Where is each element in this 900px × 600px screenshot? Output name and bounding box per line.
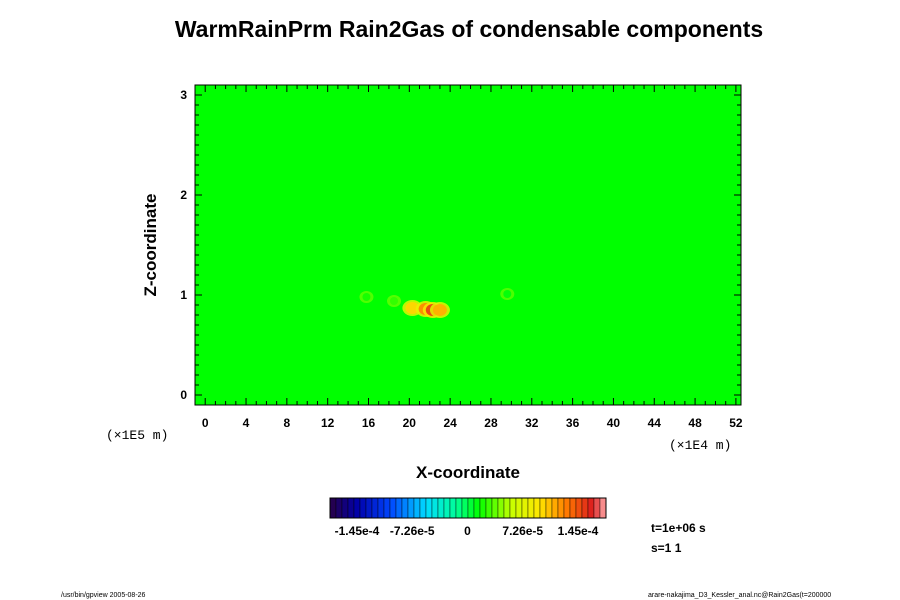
colorbar-cell: [563, 497, 571, 519]
colorbar-label: 0: [464, 524, 471, 538]
colorbar-cell: [329, 497, 337, 519]
colorbar-cell: [479, 497, 487, 519]
time-label: t=1e+06 s: [651, 521, 706, 535]
chart-title: WarmRainPrm Rain2Gas of condensable comp…: [175, 16, 763, 42]
x-axis-tick-labels: 0 4 8 12 16 20 24 28 32 36 40 44 48 52: [202, 416, 743, 430]
colorbar-cell: [443, 497, 451, 519]
colorbar-cell: [395, 497, 403, 519]
colorbar-cell: [515, 497, 523, 519]
colorbar-cell: [455, 497, 463, 519]
x-tick-label: 40: [607, 416, 621, 430]
x-tick-label: 12: [321, 416, 335, 430]
x-tick-label: 52: [729, 416, 743, 430]
colorbar-cell: [401, 497, 409, 519]
axis-ticks: [195, 84, 741, 405]
colorbar-cell: [503, 497, 511, 519]
x-tick-label: 48: [688, 416, 702, 430]
colorbar-cell: [569, 497, 577, 519]
colorbar-cell: [437, 497, 445, 519]
colorbar-cell: [593, 497, 601, 519]
footer-right: arare-nakajima_D3_Kessler_anal.nc@Rain2G…: [648, 592, 831, 599]
colorbar-cell: [371, 497, 379, 519]
colorbar-frame: [329, 497, 607, 519]
y-tick-label: 3: [180, 88, 187, 102]
colorbar-cell: [467, 497, 475, 519]
x-tick-label: 20: [403, 416, 417, 430]
colorbar-label: 1.45e-4: [558, 524, 599, 538]
heatmap-background: [195, 85, 741, 405]
colorbar-labels: -1.45e-4 -7.26e-5 0 7.26e-5 1.45e-4: [335, 524, 599, 538]
colorbar-cell: [449, 497, 457, 519]
heatmap-feature: [405, 302, 420, 314]
x-tick-label: 4: [243, 416, 250, 430]
y-tick-label: 1: [180, 288, 187, 302]
colorbar-label: -1.45e-4: [335, 524, 380, 538]
colorbar-cell: [587, 497, 595, 519]
y-scale-label: (×1E5 m): [106, 428, 168, 443]
x-tick-label: 8: [284, 416, 291, 430]
y-tick-label: 0: [180, 388, 187, 402]
colorbar-cell: [497, 497, 505, 519]
colorbar-cell: [407, 497, 415, 519]
colorbar-cell: [461, 497, 469, 519]
colorbar-cell: [383, 497, 391, 519]
colorbar-cell: [509, 497, 517, 519]
colorbar-label: -7.26e-5: [390, 524, 435, 538]
heatmap-feature: [432, 304, 447, 316]
colorbar-cell: [599, 497, 607, 519]
colorbar-cell: [353, 497, 361, 519]
colorbar-cells: [329, 497, 607, 519]
colorbar-cell: [425, 497, 433, 519]
colorbar-cell: [389, 497, 397, 519]
x-scale-label: (×1E4 m): [669, 438, 731, 453]
colorbar-cell: [581, 497, 589, 519]
colorbar-cell: [347, 497, 355, 519]
y-axis-label: Z-coordinate: [141, 194, 160, 297]
x-tick-label: 28: [484, 416, 498, 430]
x-tick-label: 44: [648, 416, 662, 430]
y-tick-label: 2: [180, 188, 187, 202]
colorbar-cell: [341, 497, 349, 519]
colorbar-cell: [335, 497, 343, 519]
colorbar-cell: [413, 497, 421, 519]
colorbar-cell: [485, 497, 493, 519]
colorbar-cell: [533, 497, 541, 519]
heatmap-features: [359, 288, 515, 318]
step-label: s=1 1: [651, 541, 682, 555]
x-axis-label: X-coordinate: [416, 463, 520, 482]
colorbar-cell: [419, 497, 427, 519]
colorbar-cell: [359, 497, 367, 519]
colorbar-cell: [365, 497, 373, 519]
colorbar: -1.45e-4 -7.26e-5 0 7.26e-5 1.45e-4: [329, 497, 607, 538]
colorbar-cell: [491, 497, 499, 519]
colorbar-cell: [575, 497, 583, 519]
x-tick-label: 0: [202, 416, 209, 430]
colorbar-cell: [539, 497, 547, 519]
colorbar-cell: [431, 497, 439, 519]
colorbar-cell: [557, 497, 565, 519]
colorbar-label: 7.26e-5: [502, 524, 543, 538]
plot-area: [194, 84, 742, 406]
colorbar-cell: [527, 497, 535, 519]
colorbar-cell: [377, 497, 385, 519]
colorbar-cell: [521, 497, 529, 519]
colorbar-cell: [545, 497, 553, 519]
footer-left: /usr/bin/gpview 2005-08-26: [61, 592, 146, 599]
heatmap-feature: [503, 290, 512, 298]
x-tick-label: 24: [443, 416, 457, 430]
x-tick-label: 32: [525, 416, 539, 430]
heatmap-feature: [390, 297, 399, 305]
y-axis-tick-labels: 0 1 2 3: [180, 88, 187, 402]
colorbar-cell: [473, 497, 481, 519]
x-tick-label: 16: [362, 416, 376, 430]
heatmap-feature: [362, 293, 371, 301]
x-tick-label: 36: [566, 416, 580, 430]
colorbar-cell: [551, 497, 559, 519]
